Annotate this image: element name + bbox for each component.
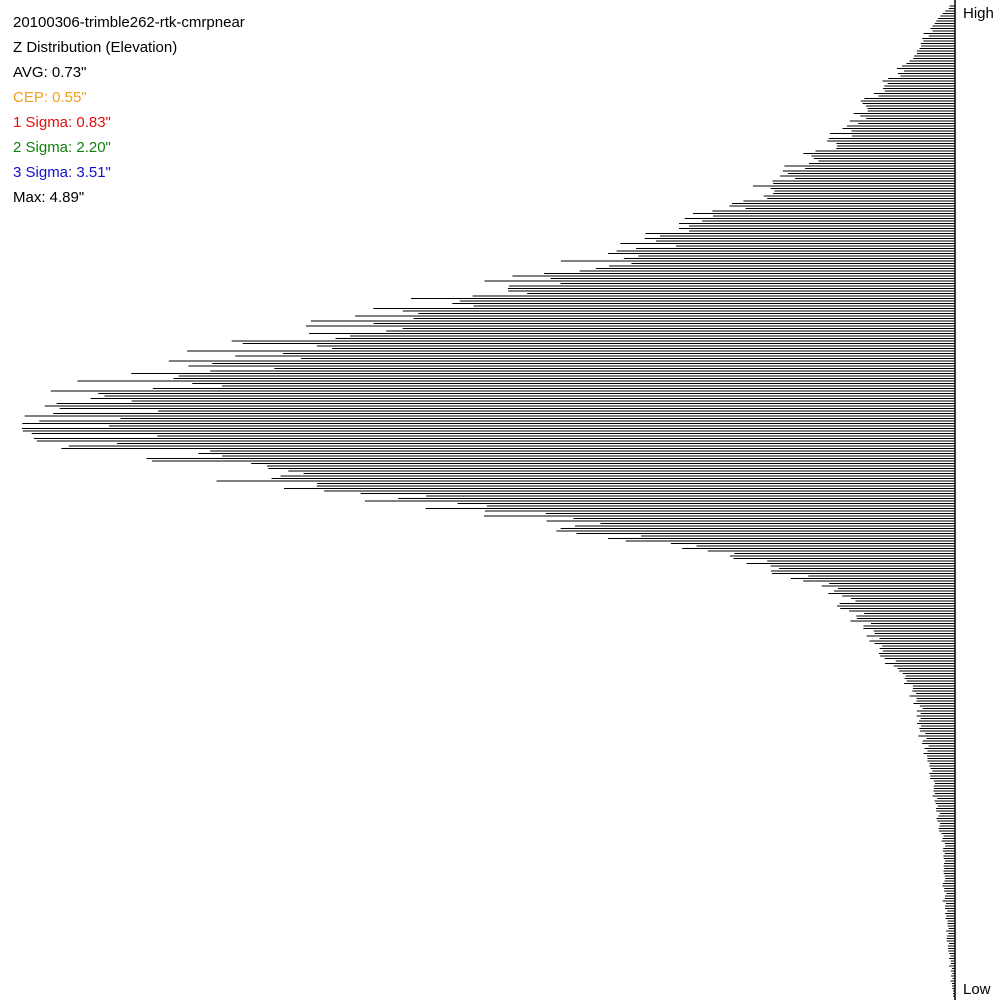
stats-panel: 20100306-trimble262-rtk-cmrpnear Z Distr… xyxy=(13,10,245,210)
stat-max: Max: 4.89" xyxy=(13,189,85,206)
stat-1-sigma: 1 Sigma: 0.83" xyxy=(13,114,111,131)
stat-cep: CEP: 0.55" xyxy=(13,89,87,106)
chart-title: 20100306-trimble262-rtk-cmrpnear xyxy=(13,14,245,31)
stat-3-sigma: 3 Sigma: 3.51" xyxy=(13,164,111,181)
chart-subtitle: Z Distribution (Elevation) xyxy=(13,39,178,56)
stat-avg: AVG: 0.73" xyxy=(13,64,87,81)
axis-low-label: Low xyxy=(963,981,991,998)
stat-2-sigma: 2 Sigma: 2.20" xyxy=(13,139,111,156)
axis-high-label: High xyxy=(963,5,994,22)
